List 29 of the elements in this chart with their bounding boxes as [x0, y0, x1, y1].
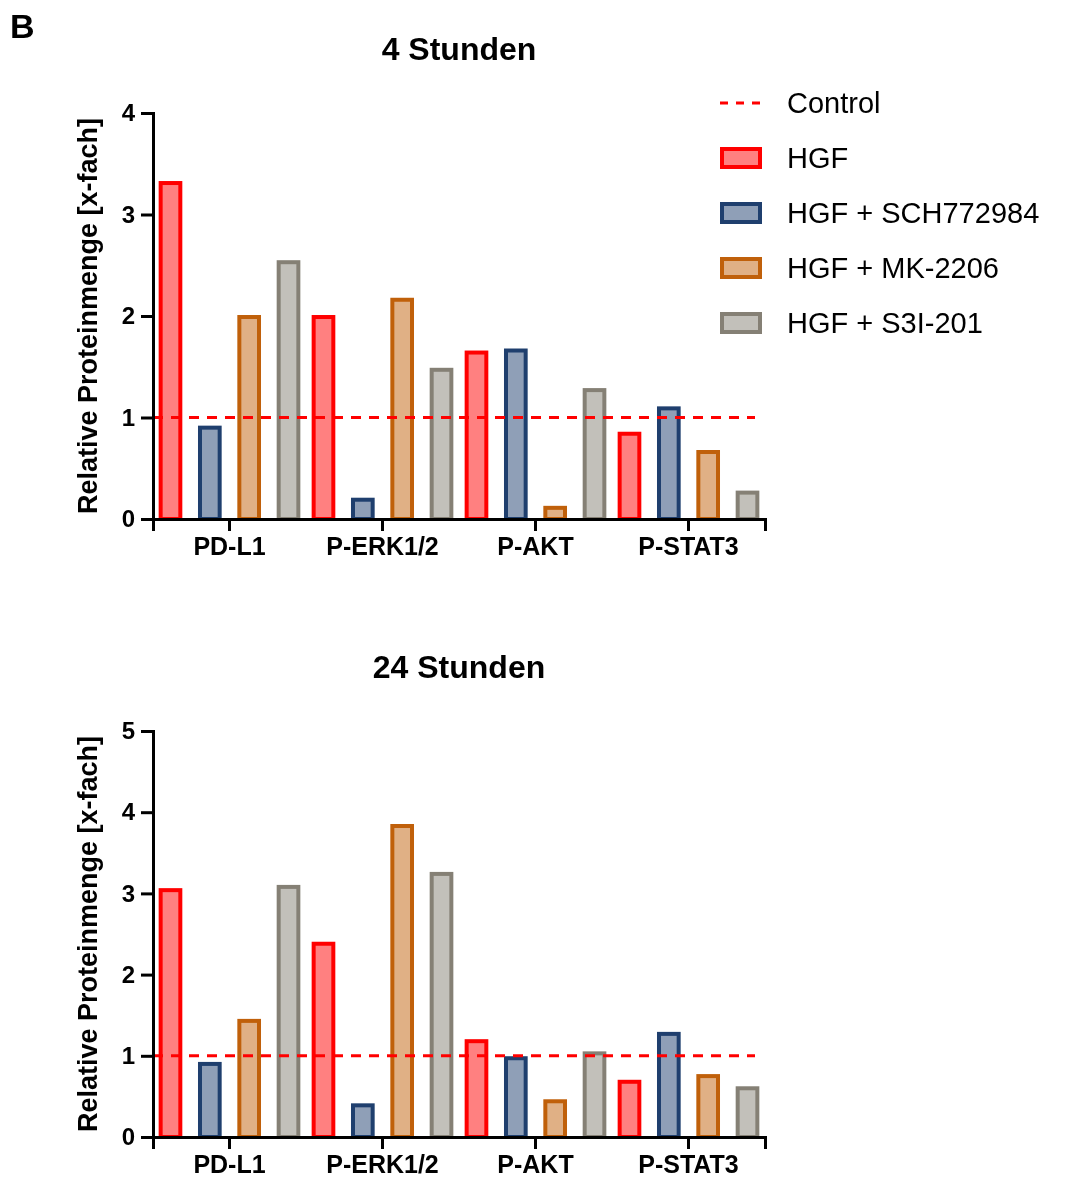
legend-label: HGF + MK-2206: [787, 252, 999, 284]
y-tick-label: 0: [121, 505, 135, 533]
x-tick-label: P-AKT: [497, 531, 574, 560]
y-tick-label: 3: [121, 879, 135, 907]
y-tick-label: 1: [121, 403, 135, 431]
chart-title: 4 Stunden: [381, 31, 537, 67]
legend-label: HGF: [787, 142, 849, 174]
x-tick-label: P-ERK1/2: [326, 1149, 439, 1178]
x-tick-label: PD-L1: [193, 531, 266, 560]
y-tick-label: 5: [121, 717, 135, 745]
y-tick-label: 2: [121, 302, 135, 330]
legend-label: Control: [787, 87, 881, 119]
x-tick-label: P-ERK1/2: [326, 531, 439, 560]
y-tick-label: 4: [121, 798, 136, 826]
y-tick-label: 1: [121, 1041, 135, 1069]
y-tick-label: 3: [121, 200, 135, 228]
text: B: [10, 7, 35, 45]
x-tick-label: P-STAT3: [638, 531, 739, 560]
legend-label: HGF + S3I-201: [787, 307, 983, 339]
legend-label: HGF + SCH772984: [787, 197, 1040, 229]
x-tick-label: P-AKT: [497, 1149, 574, 1178]
y-axis-title: Relative Proteinmenge [x-fach]: [73, 117, 103, 515]
y-tick-label: 0: [121, 1123, 135, 1151]
y-axis-title: Relative Proteinmenge [x-fach]: [73, 735, 103, 1133]
chart-title: 24 Stunden: [372, 649, 546, 685]
y-tick-label: 2: [121, 960, 135, 988]
x-tick-label: P-STAT3: [638, 1149, 739, 1178]
y-tick-label: 4: [121, 99, 136, 127]
x-tick-label: PD-L1: [193, 1149, 266, 1178]
